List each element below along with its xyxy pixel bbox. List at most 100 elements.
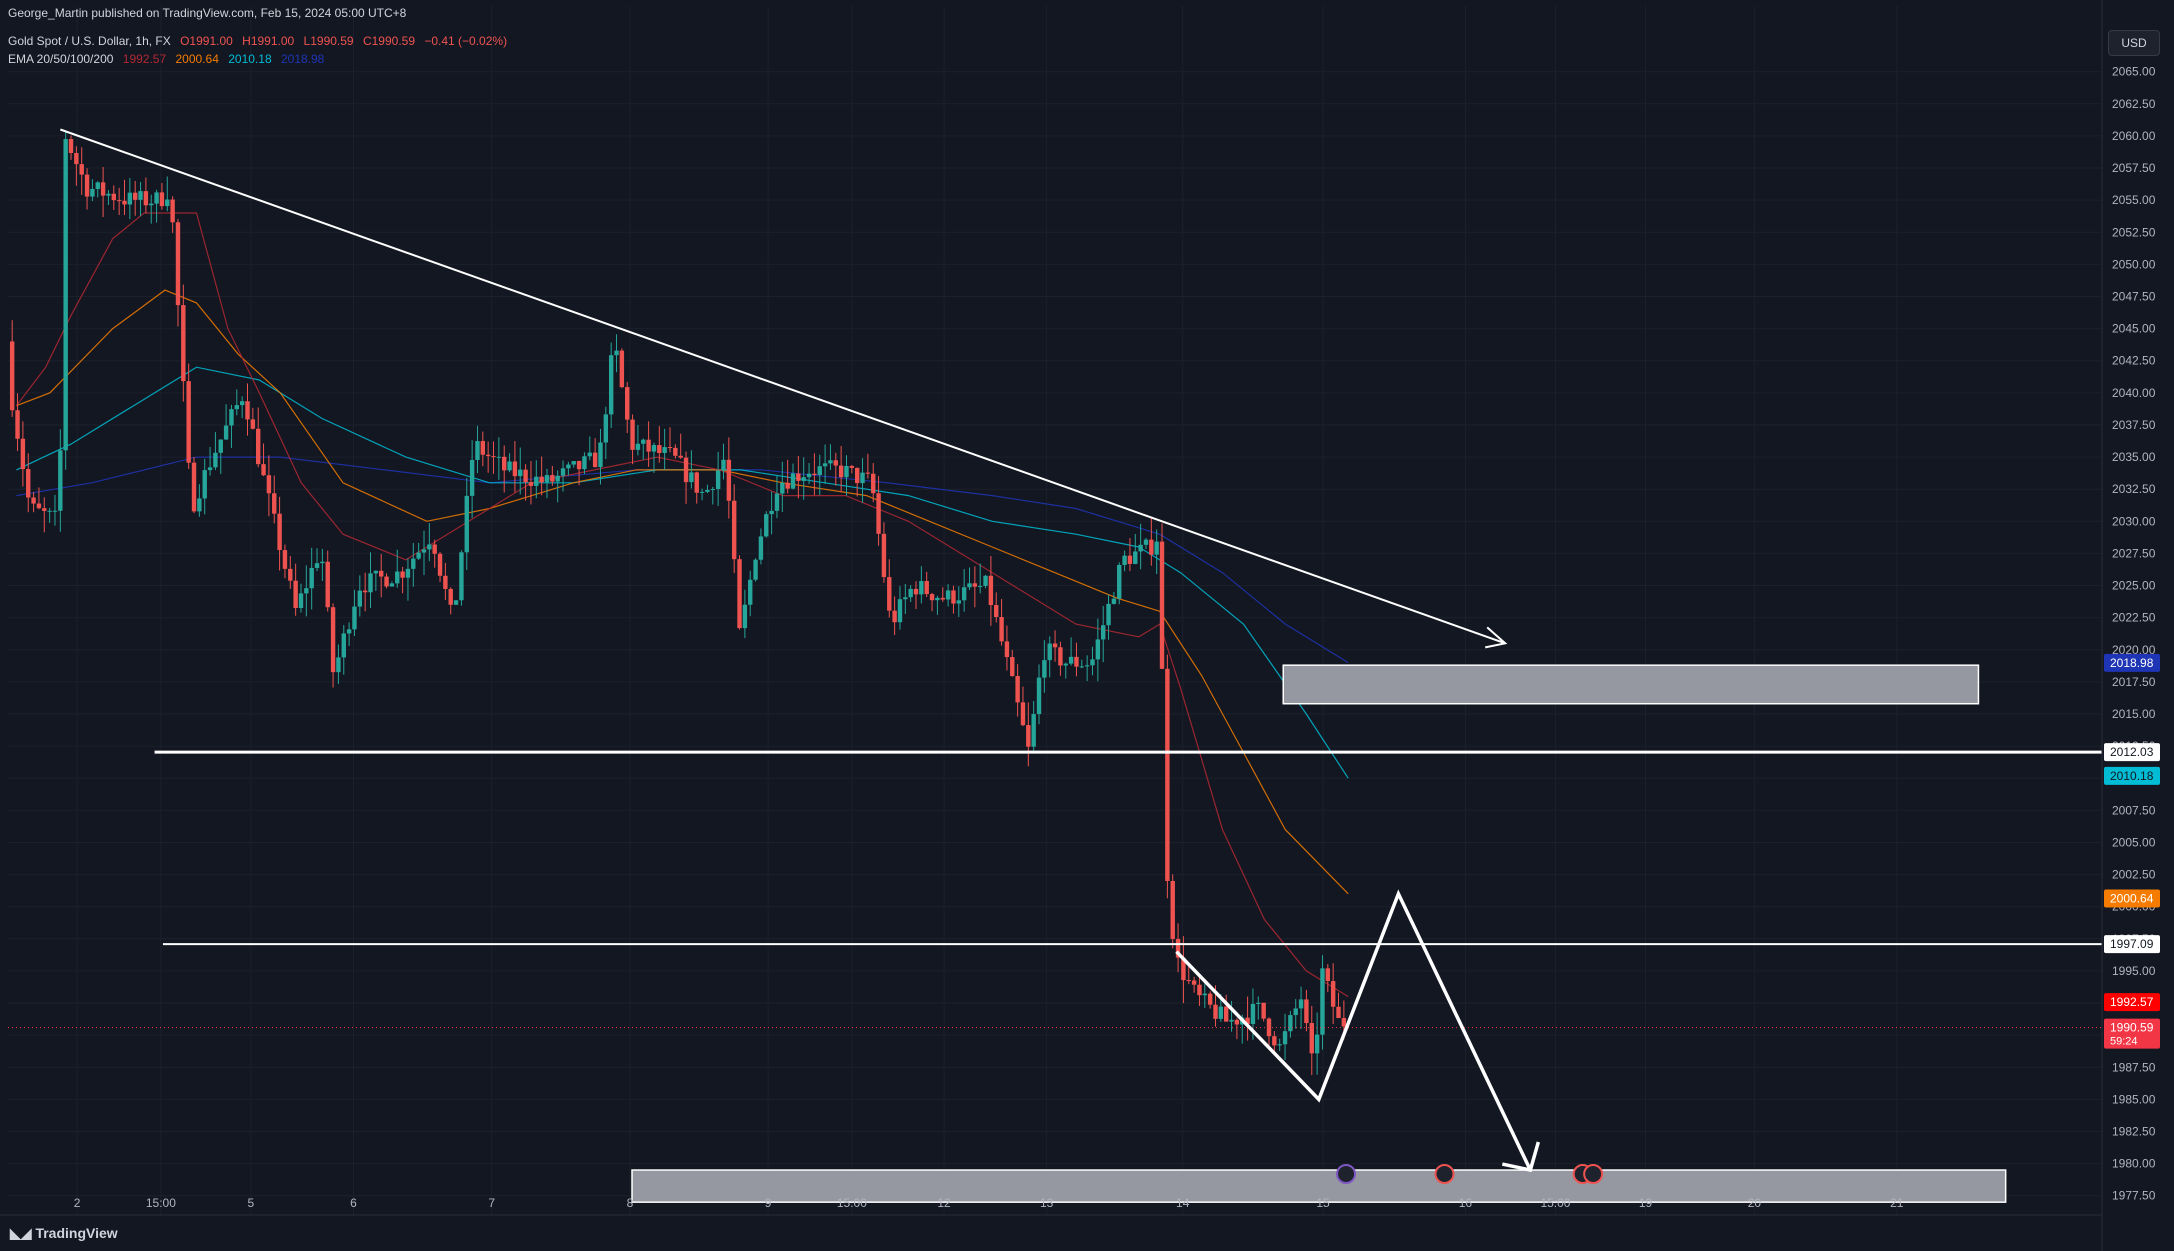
- candle-body: [571, 461, 576, 465]
- candle-body: [614, 350, 619, 356]
- candle-body: [721, 459, 726, 471]
- candle-body: [1026, 725, 1031, 747]
- candle-body: [608, 355, 614, 415]
- candle-body: [1293, 1008, 1298, 1016]
- x-tick-label: 13: [1040, 1196, 1054, 1210]
- candle-body: [389, 583, 395, 587]
- ema-label[interactable]: EMA 20/50/100/200: [8, 52, 114, 66]
- candle-body: [881, 533, 887, 578]
- candle-body: [496, 456, 502, 458]
- candle-body: [42, 508, 47, 511]
- candle-body: [651, 445, 657, 452]
- candle-body: [1186, 980, 1191, 982]
- candle-body: [52, 510, 58, 512]
- candle-body: [1036, 677, 1042, 715]
- x-tick-label: 2: [74, 1196, 81, 1210]
- price-label-box: [2104, 935, 2160, 954]
- drawings: [60, 128, 2102, 1203]
- candle-body: [1170, 880, 1175, 939]
- candle-body: [1181, 957, 1186, 981]
- tradingview-logo: ◣◢ TradingView: [10, 1225, 118, 1242]
- candle-body: [828, 460, 833, 464]
- candle-body: [1320, 968, 1325, 1035]
- y-tick-label: 1985.00: [2112, 1092, 2156, 1106]
- candle-body: [1042, 660, 1047, 678]
- y-tick-label: 1987.50: [2112, 1060, 2156, 1074]
- candle-body: [1159, 541, 1165, 669]
- x-tick-label: 14: [1176, 1196, 1190, 1210]
- price-label-box: [2104, 766, 2160, 785]
- candle-body: [1330, 981, 1336, 1007]
- candle-body: [710, 489, 715, 491]
- candle-body: [657, 445, 662, 453]
- x-tick-label: 15: [1316, 1196, 1330, 1210]
- currency-button[interactable]: USD: [2108, 30, 2160, 56]
- candle-body: [427, 544, 432, 550]
- candle-body: [443, 575, 448, 589]
- zone-box: [1282, 664, 1980, 705]
- candle-body: [748, 579, 753, 605]
- candle-body: [699, 491, 705, 493]
- trendline: [60, 128, 1506, 645]
- candle-body: [566, 464, 571, 469]
- y-tick-label: 2052.50: [2112, 225, 2156, 239]
- zone-box: [631, 1169, 2007, 1203]
- candle-body: [1229, 1019, 1234, 1022]
- x-tick-label: 12: [937, 1196, 951, 1210]
- candle-body: [689, 472, 694, 483]
- candle-body: [58, 450, 63, 511]
- y-tick-label: 2035.00: [2112, 450, 2156, 464]
- tradingview-icon: ◣◢: [10, 1225, 36, 1241]
- ema-legend: EMA 20/50/100/200 1992.57 2000.64 2010.1…: [8, 52, 330, 66]
- candle-body: [1325, 968, 1331, 982]
- symbol-name[interactable]: Gold Spot / U.S. Dollar, 1h, FX: [8, 34, 171, 48]
- y-tick-label: 2005.00: [2112, 835, 2156, 849]
- candle-body: [1015, 676, 1020, 703]
- candle-body: [261, 464, 266, 476]
- candle-body: [619, 350, 625, 388]
- candle-body: [298, 593, 304, 609]
- candle-body: [159, 192, 165, 207]
- candle-body: [1250, 1003, 1256, 1025]
- candle-body: [635, 443, 641, 450]
- candle-body: [266, 475, 272, 494]
- candle-body: [1074, 656, 1079, 667]
- candle-body: [106, 193, 111, 196]
- price-label-text: 2018.98: [2110, 656, 2154, 670]
- candle-body: [314, 563, 320, 568]
- candle-body: [1234, 1019, 1240, 1025]
- x-tick-label: 7: [488, 1196, 495, 1210]
- candle-body: [1314, 1034, 1320, 1054]
- price-label-box: [2104, 889, 2160, 908]
- x-tick-label: 15:00: [1540, 1196, 1570, 1210]
- candle-body: [801, 477, 806, 481]
- x-tick-label: 21: [1890, 1196, 1904, 1210]
- candle-body: [218, 439, 223, 453]
- candle-body: [448, 588, 453, 605]
- candle-body: [1095, 639, 1101, 660]
- candle-body: [726, 459, 732, 501]
- candle-body: [1100, 625, 1106, 640]
- candle-body: [165, 199, 170, 207]
- candle-body: [598, 442, 603, 468]
- candle-body: [646, 439, 651, 452]
- candle-body: [833, 460, 838, 466]
- candle-body: [871, 473, 876, 494]
- candle-body: [346, 629, 352, 634]
- candle-body: [1272, 1036, 1277, 1046]
- candle-body: [1309, 1023, 1314, 1054]
- candle-body: [705, 489, 710, 492]
- candle-body: [132, 192, 138, 200]
- candle-body: [1261, 1002, 1266, 1019]
- candle-body: [1336, 1006, 1341, 1019]
- candle-body: [186, 381, 191, 463]
- candle-body: [940, 597, 945, 600]
- candle-body: [154, 192, 159, 204]
- candle-body: [796, 473, 801, 481]
- candle-body: [1277, 1044, 1282, 1046]
- candle-body: [625, 387, 630, 420]
- candle-body: [100, 182, 106, 196]
- change-value: −0.41 (−0.02%): [424, 34, 508, 48]
- candle-body: [175, 222, 181, 306]
